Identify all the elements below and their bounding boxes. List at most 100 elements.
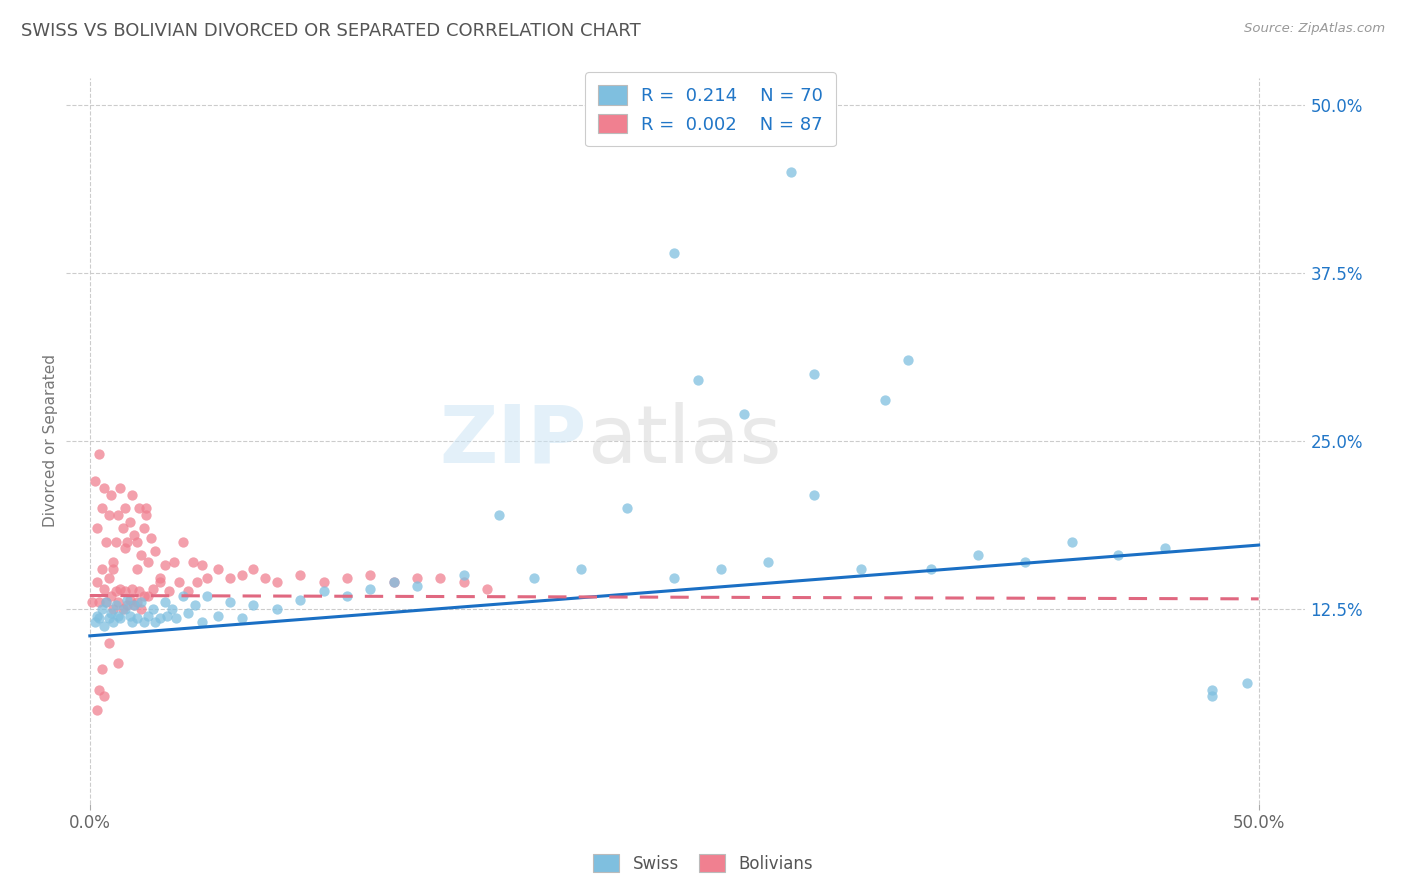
Point [89, 595, 111, 609]
Point [97, 571, 120, 585]
Point [266, 602, 288, 616]
Point [86, 703, 108, 717]
Point [153, 595, 176, 609]
Point [97, 635, 120, 649]
Point [172, 534, 194, 549]
Point [136, 555, 159, 569]
Point [100, 589, 122, 603]
Point [231, 611, 253, 625]
Point [177, 606, 200, 620]
Point [1107, 548, 1129, 562]
Point [104, 584, 127, 599]
Point [897, 353, 920, 368]
Point [121, 615, 143, 630]
Point [107, 508, 129, 522]
Point [803, 488, 825, 502]
Point [89, 682, 111, 697]
Point [122, 598, 145, 612]
Point [1154, 541, 1177, 556]
Point [1060, 534, 1083, 549]
Point [290, 568, 312, 582]
Text: SWISS VS BOLIVIAN DIVORCED OR SEPARATED CORRELATION CHART: SWISS VS BOLIVIAN DIVORCED OR SEPARATED … [21, 22, 641, 40]
Point [149, 575, 172, 590]
Point [453, 568, 475, 582]
Point [114, 584, 136, 599]
Point [851, 561, 873, 575]
Point [136, 589, 159, 603]
Point [111, 602, 134, 616]
Point [110, 611, 132, 625]
Point [231, 568, 253, 582]
Point [139, 531, 162, 545]
Point [129, 602, 152, 616]
Point [118, 515, 141, 529]
Point [686, 373, 709, 387]
Point [128, 584, 150, 599]
Point [90, 602, 112, 616]
Point [149, 611, 172, 625]
Point [132, 589, 155, 603]
Point [122, 598, 145, 612]
Point [110, 481, 132, 495]
Point [1201, 682, 1223, 697]
Point [93, 690, 115, 704]
Point [135, 501, 157, 516]
Point [266, 575, 288, 590]
Point [569, 561, 592, 575]
Point [104, 598, 127, 612]
Point [242, 598, 264, 612]
Point [406, 579, 429, 593]
Point [93, 619, 115, 633]
Point [100, 606, 122, 620]
Point [312, 575, 335, 590]
Point [97, 611, 120, 625]
Point [967, 548, 990, 562]
Point [920, 561, 942, 575]
Point [382, 575, 405, 590]
Point [167, 575, 190, 590]
Point [143, 544, 166, 558]
Point [128, 501, 150, 516]
Point [93, 481, 115, 495]
Point [336, 589, 359, 603]
Point [453, 575, 475, 590]
Point [107, 595, 129, 609]
Point [96, 534, 118, 549]
Point [664, 571, 686, 585]
Point [184, 598, 207, 612]
Point [710, 561, 733, 575]
Point [110, 582, 132, 596]
Point [143, 615, 166, 630]
Point [114, 602, 136, 616]
Point [103, 602, 125, 616]
Point [129, 595, 152, 609]
Point [118, 592, 141, 607]
Point [125, 561, 148, 575]
Point [115, 534, 138, 549]
Point [191, 615, 214, 630]
Point [191, 558, 214, 572]
Y-axis label: Divorced or Separated: Divorced or Separated [44, 354, 58, 527]
Point [1014, 555, 1036, 569]
Point [219, 595, 242, 609]
Point [93, 582, 115, 596]
Point [160, 602, 183, 616]
Point [90, 663, 112, 677]
Point [89, 611, 111, 625]
Legend: Swiss, Bolivians: Swiss, Bolivians [586, 847, 820, 880]
Point [135, 508, 157, 522]
Point [142, 602, 165, 616]
Point [406, 571, 429, 585]
Text: atlas: atlas [586, 401, 782, 480]
Point [121, 582, 143, 596]
Point [756, 555, 779, 569]
Point [382, 575, 405, 590]
Point [312, 584, 335, 599]
Point [186, 575, 208, 590]
Point [803, 367, 825, 381]
Point [616, 501, 638, 516]
Point [132, 521, 155, 535]
Point [121, 488, 143, 502]
Point [107, 608, 129, 623]
Point [103, 555, 125, 569]
